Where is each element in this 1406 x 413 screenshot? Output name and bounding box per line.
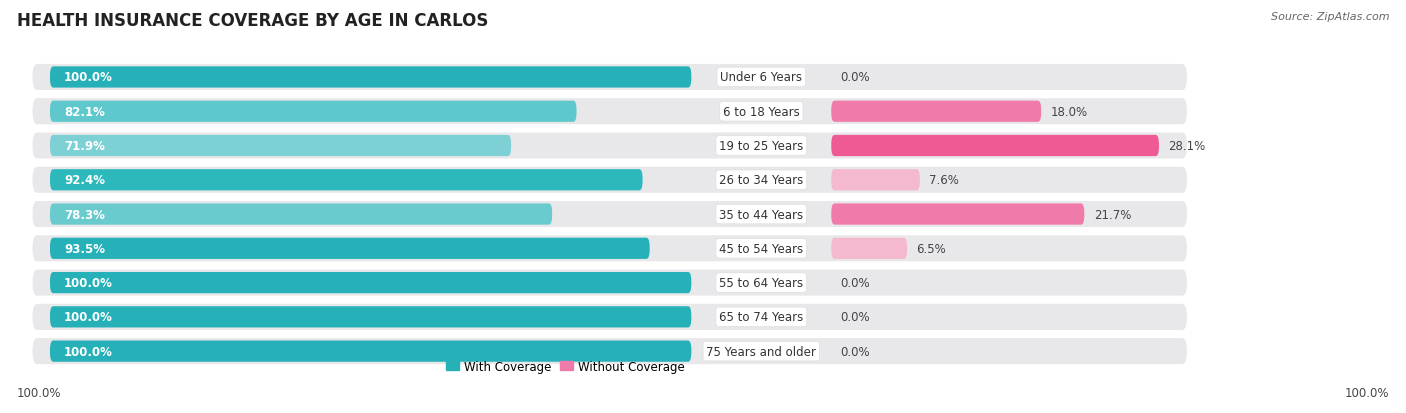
FancyBboxPatch shape — [51, 135, 512, 157]
Text: 6 to 18 Years: 6 to 18 Years — [723, 105, 800, 119]
FancyBboxPatch shape — [32, 99, 1187, 125]
FancyBboxPatch shape — [51, 341, 692, 362]
Legend: With Coverage, Without Coverage: With Coverage, Without Coverage — [441, 355, 689, 377]
FancyBboxPatch shape — [51, 272, 692, 294]
FancyBboxPatch shape — [32, 304, 1187, 330]
FancyBboxPatch shape — [32, 270, 1187, 296]
FancyBboxPatch shape — [51, 67, 692, 88]
Text: 82.1%: 82.1% — [65, 105, 105, 119]
Text: Source: ZipAtlas.com: Source: ZipAtlas.com — [1271, 12, 1389, 22]
Text: 100.0%: 100.0% — [65, 276, 112, 290]
Text: 21.7%: 21.7% — [1094, 208, 1130, 221]
FancyBboxPatch shape — [831, 170, 920, 191]
Text: 71.9%: 71.9% — [65, 140, 105, 153]
Text: 0.0%: 0.0% — [841, 311, 870, 323]
FancyBboxPatch shape — [831, 101, 1042, 123]
FancyBboxPatch shape — [831, 135, 1159, 157]
FancyBboxPatch shape — [51, 101, 576, 123]
Text: 55 to 64 Years: 55 to 64 Years — [720, 276, 803, 290]
Text: 0.0%: 0.0% — [841, 276, 870, 290]
FancyBboxPatch shape — [51, 238, 650, 259]
FancyBboxPatch shape — [32, 338, 1187, 364]
Text: 19 to 25 Years: 19 to 25 Years — [720, 140, 803, 153]
Text: 92.4%: 92.4% — [65, 174, 105, 187]
FancyBboxPatch shape — [32, 202, 1187, 228]
Text: 65 to 74 Years: 65 to 74 Years — [720, 311, 803, 323]
Text: 100.0%: 100.0% — [65, 71, 112, 84]
FancyBboxPatch shape — [51, 306, 692, 328]
FancyBboxPatch shape — [51, 204, 553, 225]
Text: 75 Years and older: 75 Years and older — [706, 345, 817, 358]
Text: 100.0%: 100.0% — [1344, 386, 1389, 399]
Text: 18.0%: 18.0% — [1050, 105, 1088, 119]
FancyBboxPatch shape — [32, 236, 1187, 262]
Text: 100.0%: 100.0% — [65, 345, 112, 358]
Text: 26 to 34 Years: 26 to 34 Years — [720, 174, 803, 187]
FancyBboxPatch shape — [831, 204, 1084, 225]
FancyBboxPatch shape — [32, 167, 1187, 193]
Text: Under 6 Years: Under 6 Years — [720, 71, 803, 84]
Text: 6.5%: 6.5% — [917, 242, 946, 255]
Text: 93.5%: 93.5% — [65, 242, 105, 255]
FancyBboxPatch shape — [32, 133, 1187, 159]
Text: HEALTH INSURANCE COVERAGE BY AGE IN CARLOS: HEALTH INSURANCE COVERAGE BY AGE IN CARL… — [17, 12, 488, 30]
Text: 7.6%: 7.6% — [929, 174, 959, 187]
Text: 100.0%: 100.0% — [17, 386, 62, 399]
FancyBboxPatch shape — [32, 65, 1187, 91]
Text: 45 to 54 Years: 45 to 54 Years — [720, 242, 803, 255]
Text: 28.1%: 28.1% — [1168, 140, 1205, 153]
Text: 100.0%: 100.0% — [65, 311, 112, 323]
Text: 35 to 44 Years: 35 to 44 Years — [720, 208, 803, 221]
FancyBboxPatch shape — [51, 170, 643, 191]
Text: 0.0%: 0.0% — [841, 71, 870, 84]
Text: 78.3%: 78.3% — [65, 208, 105, 221]
Text: 0.0%: 0.0% — [841, 345, 870, 358]
FancyBboxPatch shape — [831, 238, 907, 259]
